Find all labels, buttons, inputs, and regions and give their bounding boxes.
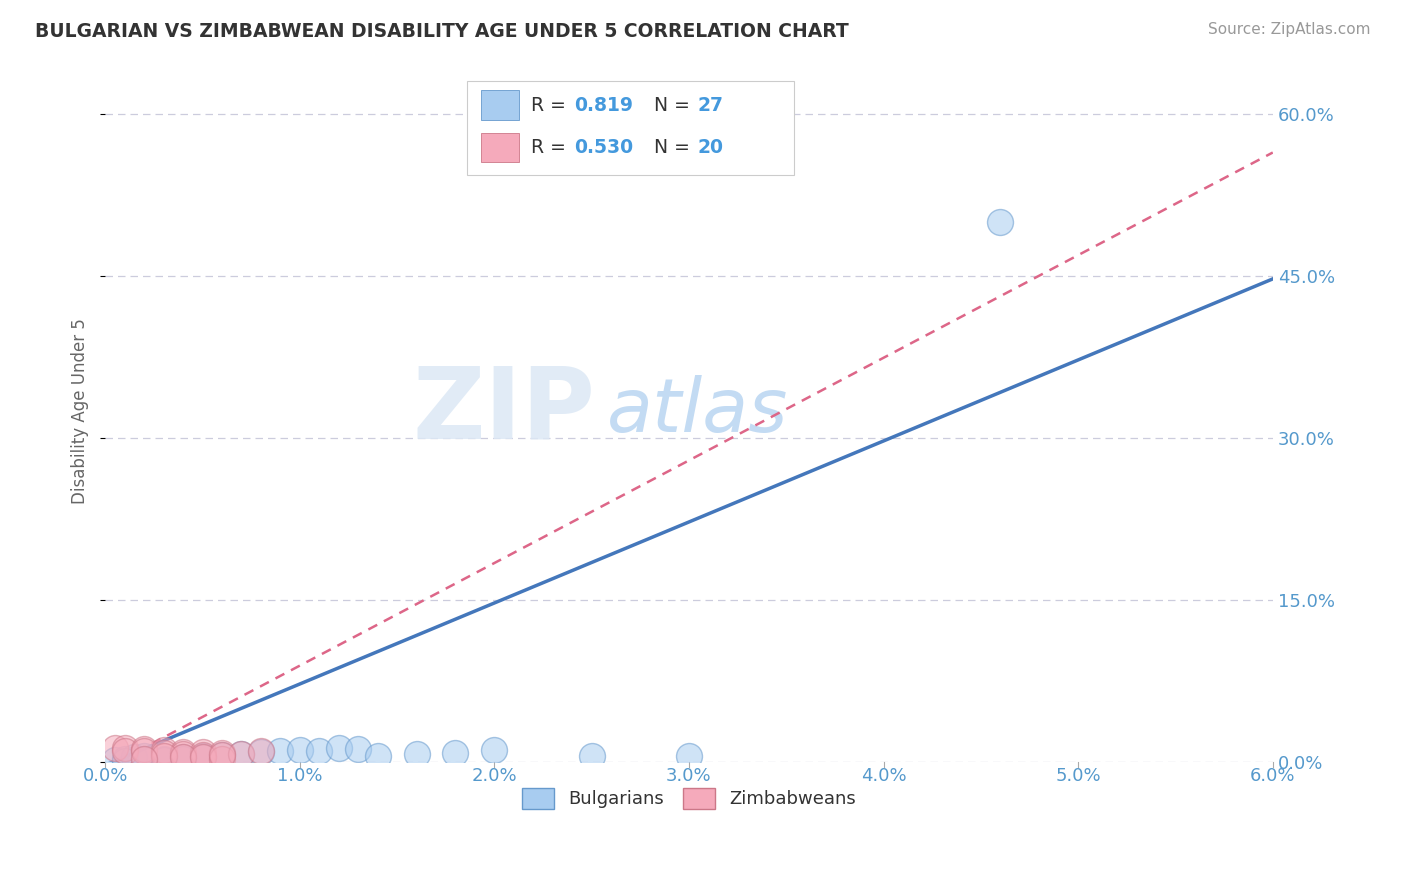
Point [114, 740, 136, 755]
Point [269, 744, 291, 758]
Text: 27: 27 [697, 95, 723, 115]
Point [104, 740, 127, 755]
Point [231, 747, 253, 762]
Text: BULGARIAN VS ZIMBABWEAN DISABILITY AGE UNDER 5 CORRELATION CHART: BULGARIAN VS ZIMBABWEAN DISABILITY AGE U… [35, 22, 849, 41]
Point [152, 753, 174, 767]
Text: 20: 20 [697, 138, 723, 157]
Point [191, 745, 214, 759]
Point [678, 749, 700, 764]
Point [134, 741, 156, 756]
Point [152, 746, 174, 760]
Point [211, 748, 233, 763]
Point [172, 750, 194, 764]
Text: ZIP: ZIP [413, 362, 596, 459]
Point [134, 749, 156, 764]
Text: 0.530: 0.530 [575, 138, 634, 157]
Point [134, 751, 156, 765]
Point [211, 748, 233, 763]
Point [211, 746, 233, 760]
Point [114, 754, 136, 768]
Point [172, 751, 194, 765]
FancyBboxPatch shape [481, 133, 519, 162]
Point [104, 753, 127, 767]
Point [250, 744, 273, 758]
Point [152, 751, 174, 765]
Point [250, 745, 273, 759]
Point [191, 748, 214, 763]
Point [211, 751, 233, 765]
Point [191, 750, 214, 764]
FancyBboxPatch shape [481, 90, 519, 120]
Point [172, 747, 194, 762]
Point [405, 747, 427, 762]
Point [231, 747, 253, 762]
Text: R =: R = [531, 138, 572, 157]
Point [114, 751, 136, 765]
Y-axis label: Disability Age Under 5: Disability Age Under 5 [72, 318, 89, 504]
Point [172, 750, 194, 764]
Text: N =: N = [654, 138, 696, 157]
Point [152, 743, 174, 757]
Point [191, 750, 214, 764]
Point [308, 744, 330, 758]
Legend: Bulgarians, Zimbabweans: Bulgarians, Zimbabweans [515, 780, 863, 816]
Point [134, 751, 156, 765]
Text: atlas: atlas [607, 375, 789, 447]
Point [288, 743, 311, 757]
Text: 0.819: 0.819 [575, 95, 634, 115]
FancyBboxPatch shape [467, 80, 794, 176]
Point [124, 750, 146, 764]
Text: R =: R = [531, 95, 572, 115]
Text: N =: N = [654, 95, 696, 115]
Point [988, 214, 1011, 228]
Point [581, 749, 603, 764]
Point [347, 741, 370, 756]
Point [152, 749, 174, 764]
Point [172, 745, 194, 759]
Point [444, 746, 467, 760]
Point [191, 749, 214, 764]
Point [328, 740, 350, 755]
Point [484, 743, 506, 757]
Point [114, 744, 136, 758]
Point [367, 749, 389, 764]
Text: Source: ZipAtlas.com: Source: ZipAtlas.com [1208, 22, 1371, 37]
Point [134, 744, 156, 758]
